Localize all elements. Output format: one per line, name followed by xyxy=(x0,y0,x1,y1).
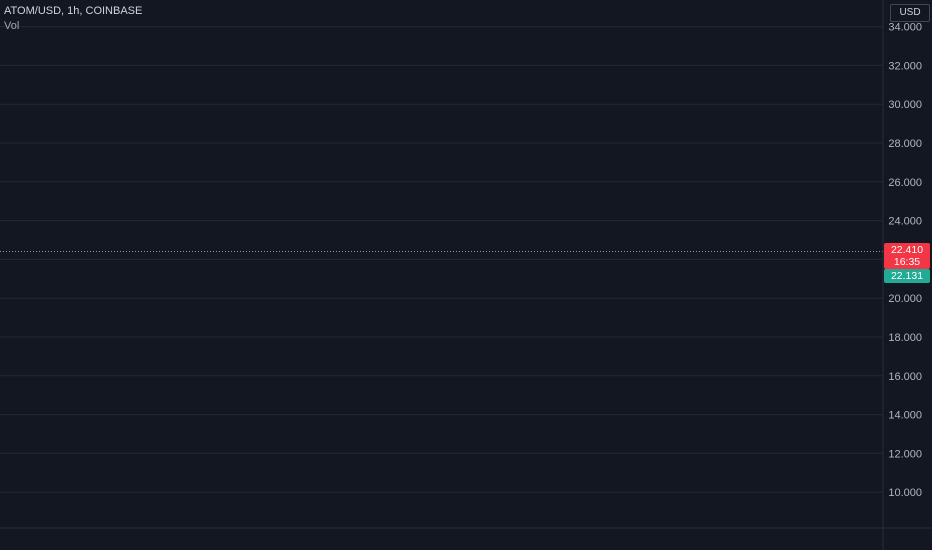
price-tick-label: 30.000 xyxy=(888,99,922,111)
symbol-title[interactable]: ATOM/USD, 1h, COINBASE xyxy=(4,5,143,17)
last-price-value: 22.410 xyxy=(890,244,924,257)
bar-countdown: 16:35 xyxy=(893,256,921,269)
price-tick-label: 10.000 xyxy=(888,487,922,499)
price-tick-label: 34.000 xyxy=(888,22,922,34)
price-tick-label: 16.000 xyxy=(888,371,922,383)
price-tick-label: 18.000 xyxy=(888,332,922,344)
price-tick-label: 20.000 xyxy=(888,293,922,305)
price-tick-label: 12.000 xyxy=(888,448,922,460)
volume-indicator-label[interactable]: Vol xyxy=(4,20,20,32)
price-tick-label: 14.000 xyxy=(888,410,922,422)
currency-button[interactable]: USD xyxy=(890,4,930,22)
price-tick-label: 26.000 xyxy=(888,177,922,189)
price-tick-label: 24.000 xyxy=(888,216,922,228)
last-price-tag: 22.410 16:35 xyxy=(884,243,930,270)
line-price-tag: 22.131 xyxy=(884,268,930,283)
grid-lines xyxy=(0,26,883,493)
price-tick-label: 32.000 xyxy=(888,60,922,72)
price-tick-label: 28.000 xyxy=(888,138,922,150)
